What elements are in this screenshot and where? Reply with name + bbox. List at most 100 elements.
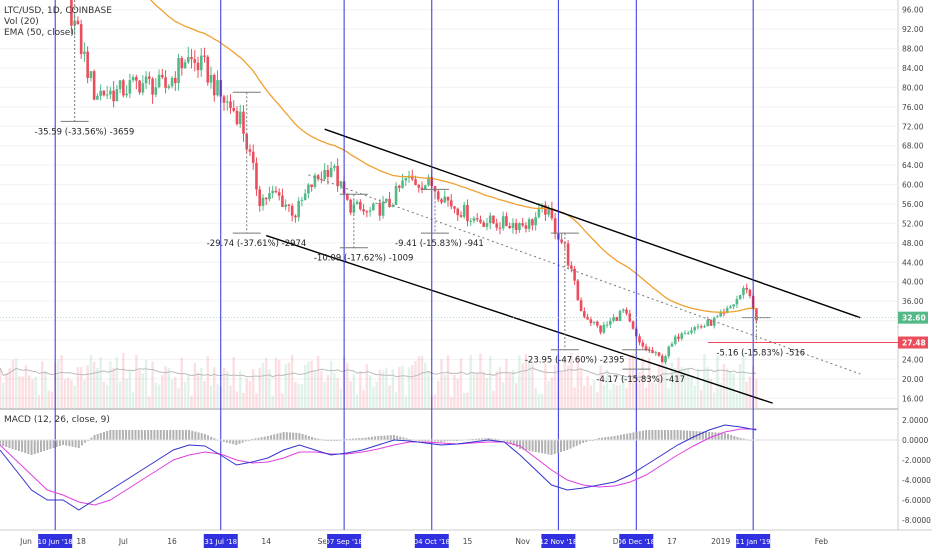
volume-bar bbox=[560, 372, 563, 408]
macd-histogram-bar bbox=[191, 430, 194, 440]
candle-body bbox=[628, 313, 632, 322]
volume-bar bbox=[375, 381, 378, 408]
candle-body bbox=[206, 56, 210, 83]
candle-body bbox=[271, 190, 274, 194]
candle-body bbox=[482, 222, 486, 227]
volume-bar bbox=[122, 353, 125, 408]
target-price-label: 27.48 bbox=[902, 339, 926, 348]
candle-body bbox=[501, 216, 505, 229]
macd-histogram-bar bbox=[676, 430, 679, 440]
candle-body bbox=[423, 185, 427, 191]
candle-body bbox=[281, 195, 284, 207]
candle-body bbox=[326, 169, 330, 177]
macd-histogram-bar bbox=[103, 432, 106, 440]
macd-histogram-bar bbox=[77, 440, 80, 448]
price-tick-label: 36.00 bbox=[902, 297, 924, 306]
macd-histogram-bar bbox=[314, 438, 317, 440]
candle-body bbox=[534, 217, 537, 226]
volume-bar bbox=[167, 367, 171, 408]
candle-body bbox=[193, 59, 197, 63]
macd-histogram-bar bbox=[698, 431, 701, 440]
volume-bar bbox=[31, 379, 34, 408]
volume-bar bbox=[157, 384, 161, 408]
candle-body bbox=[475, 218, 479, 220]
volume-bar bbox=[612, 384, 615, 408]
volume-bar bbox=[144, 359, 148, 408]
time-tick-label: 15 bbox=[463, 537, 473, 546]
volume-bar bbox=[76, 367, 80, 408]
volume-bar bbox=[505, 358, 508, 408]
macd-histogram-bar bbox=[317, 438, 320, 440]
volume-bar bbox=[420, 355, 424, 408]
volume-bar bbox=[187, 374, 190, 408]
macd-histogram-bar bbox=[701, 431, 704, 440]
volume-bar bbox=[112, 367, 115, 408]
candle-body bbox=[115, 89, 119, 102]
price-tick-label: 80.00 bbox=[902, 83, 924, 92]
candle-body bbox=[527, 219, 531, 229]
measure-annotations: -35.59 (-33.56%) -3659 -29.74 (-37.61%) -… bbox=[35, 0, 805, 385]
candle-body bbox=[138, 80, 141, 93]
candle-body bbox=[261, 197, 265, 206]
macd-legend: MACD (12, 26, close, 9) bbox=[4, 415, 110, 425]
candle-body bbox=[690, 330, 693, 333]
candle-body bbox=[449, 200, 453, 207]
volume-bar bbox=[200, 367, 203, 408]
candle-body bbox=[290, 205, 294, 216]
volume-bar bbox=[368, 375, 372, 408]
candle-body bbox=[349, 199, 352, 213]
macd-histogram-bar bbox=[541, 440, 544, 454]
ema-legend: EMA (50, close) bbox=[4, 28, 74, 38]
macd-histogram-bar bbox=[131, 430, 134, 440]
candle-body bbox=[651, 350, 654, 354]
candle-body bbox=[79, 24, 83, 54]
price-tick-label: 88.00 bbox=[902, 45, 924, 54]
macd-histogram-bar bbox=[184, 430, 187, 440]
macd-histogram-bar bbox=[348, 438, 351, 440]
price-tick-label: 44.00 bbox=[902, 258, 924, 267]
candle-body bbox=[725, 308, 729, 313]
macd-histogram-bar bbox=[386, 435, 389, 440]
macd-histogram-bar bbox=[427, 440, 430, 442]
volume-bar bbox=[453, 374, 456, 408]
volume-bar bbox=[599, 366, 602, 408]
volume-bar bbox=[735, 393, 739, 408]
macd-histogram-bar bbox=[298, 433, 301, 440]
volume-bar bbox=[209, 385, 213, 408]
volume-bar bbox=[28, 375, 31, 408]
candle-body bbox=[436, 191, 440, 200]
volume-bar bbox=[300, 384, 304, 408]
ema-line bbox=[150, 0, 757, 313]
candle-body bbox=[420, 187, 424, 191]
volume-bar bbox=[570, 353, 573, 408]
candle-body bbox=[339, 181, 343, 187]
volume-bar bbox=[86, 365, 89, 408]
volume-bar bbox=[625, 387, 628, 408]
macd-histogram-bar bbox=[178, 430, 181, 440]
macd-histogram-bar bbox=[244, 440, 247, 442]
volume-bar bbox=[524, 353, 528, 408]
candle-body bbox=[625, 309, 628, 314]
candle-body bbox=[469, 220, 473, 222]
candle-body bbox=[294, 215, 297, 218]
symbol-legend: LTC/USD, 1D, COINBASE bbox=[4, 6, 112, 16]
volume-bar bbox=[79, 367, 83, 408]
macd-histogram-bar bbox=[74, 440, 77, 448]
macd-histogram-bar bbox=[14, 440, 17, 450]
candle-body bbox=[196, 62, 200, 71]
time-tick-label: Jun bbox=[19, 537, 32, 546]
volume-bar bbox=[586, 375, 589, 408]
date-marker-box bbox=[414, 534, 449, 548]
macd-histogram-bar bbox=[506, 440, 509, 442]
time-tick-label: 16 bbox=[167, 537, 177, 546]
volume-bar bbox=[706, 366, 709, 408]
volume-bar bbox=[446, 355, 450, 408]
candle-body bbox=[105, 94, 109, 96]
macd-histogram-bar bbox=[730, 435, 733, 440]
measure-label: -5.16 (-15.83%) -516 bbox=[716, 349, 805, 359]
macd-histogram-bar bbox=[175, 430, 178, 440]
target-price-tag bbox=[898, 336, 928, 349]
macd-histogram-bar bbox=[648, 430, 651, 440]
macd-histogram-bar bbox=[55, 440, 58, 447]
